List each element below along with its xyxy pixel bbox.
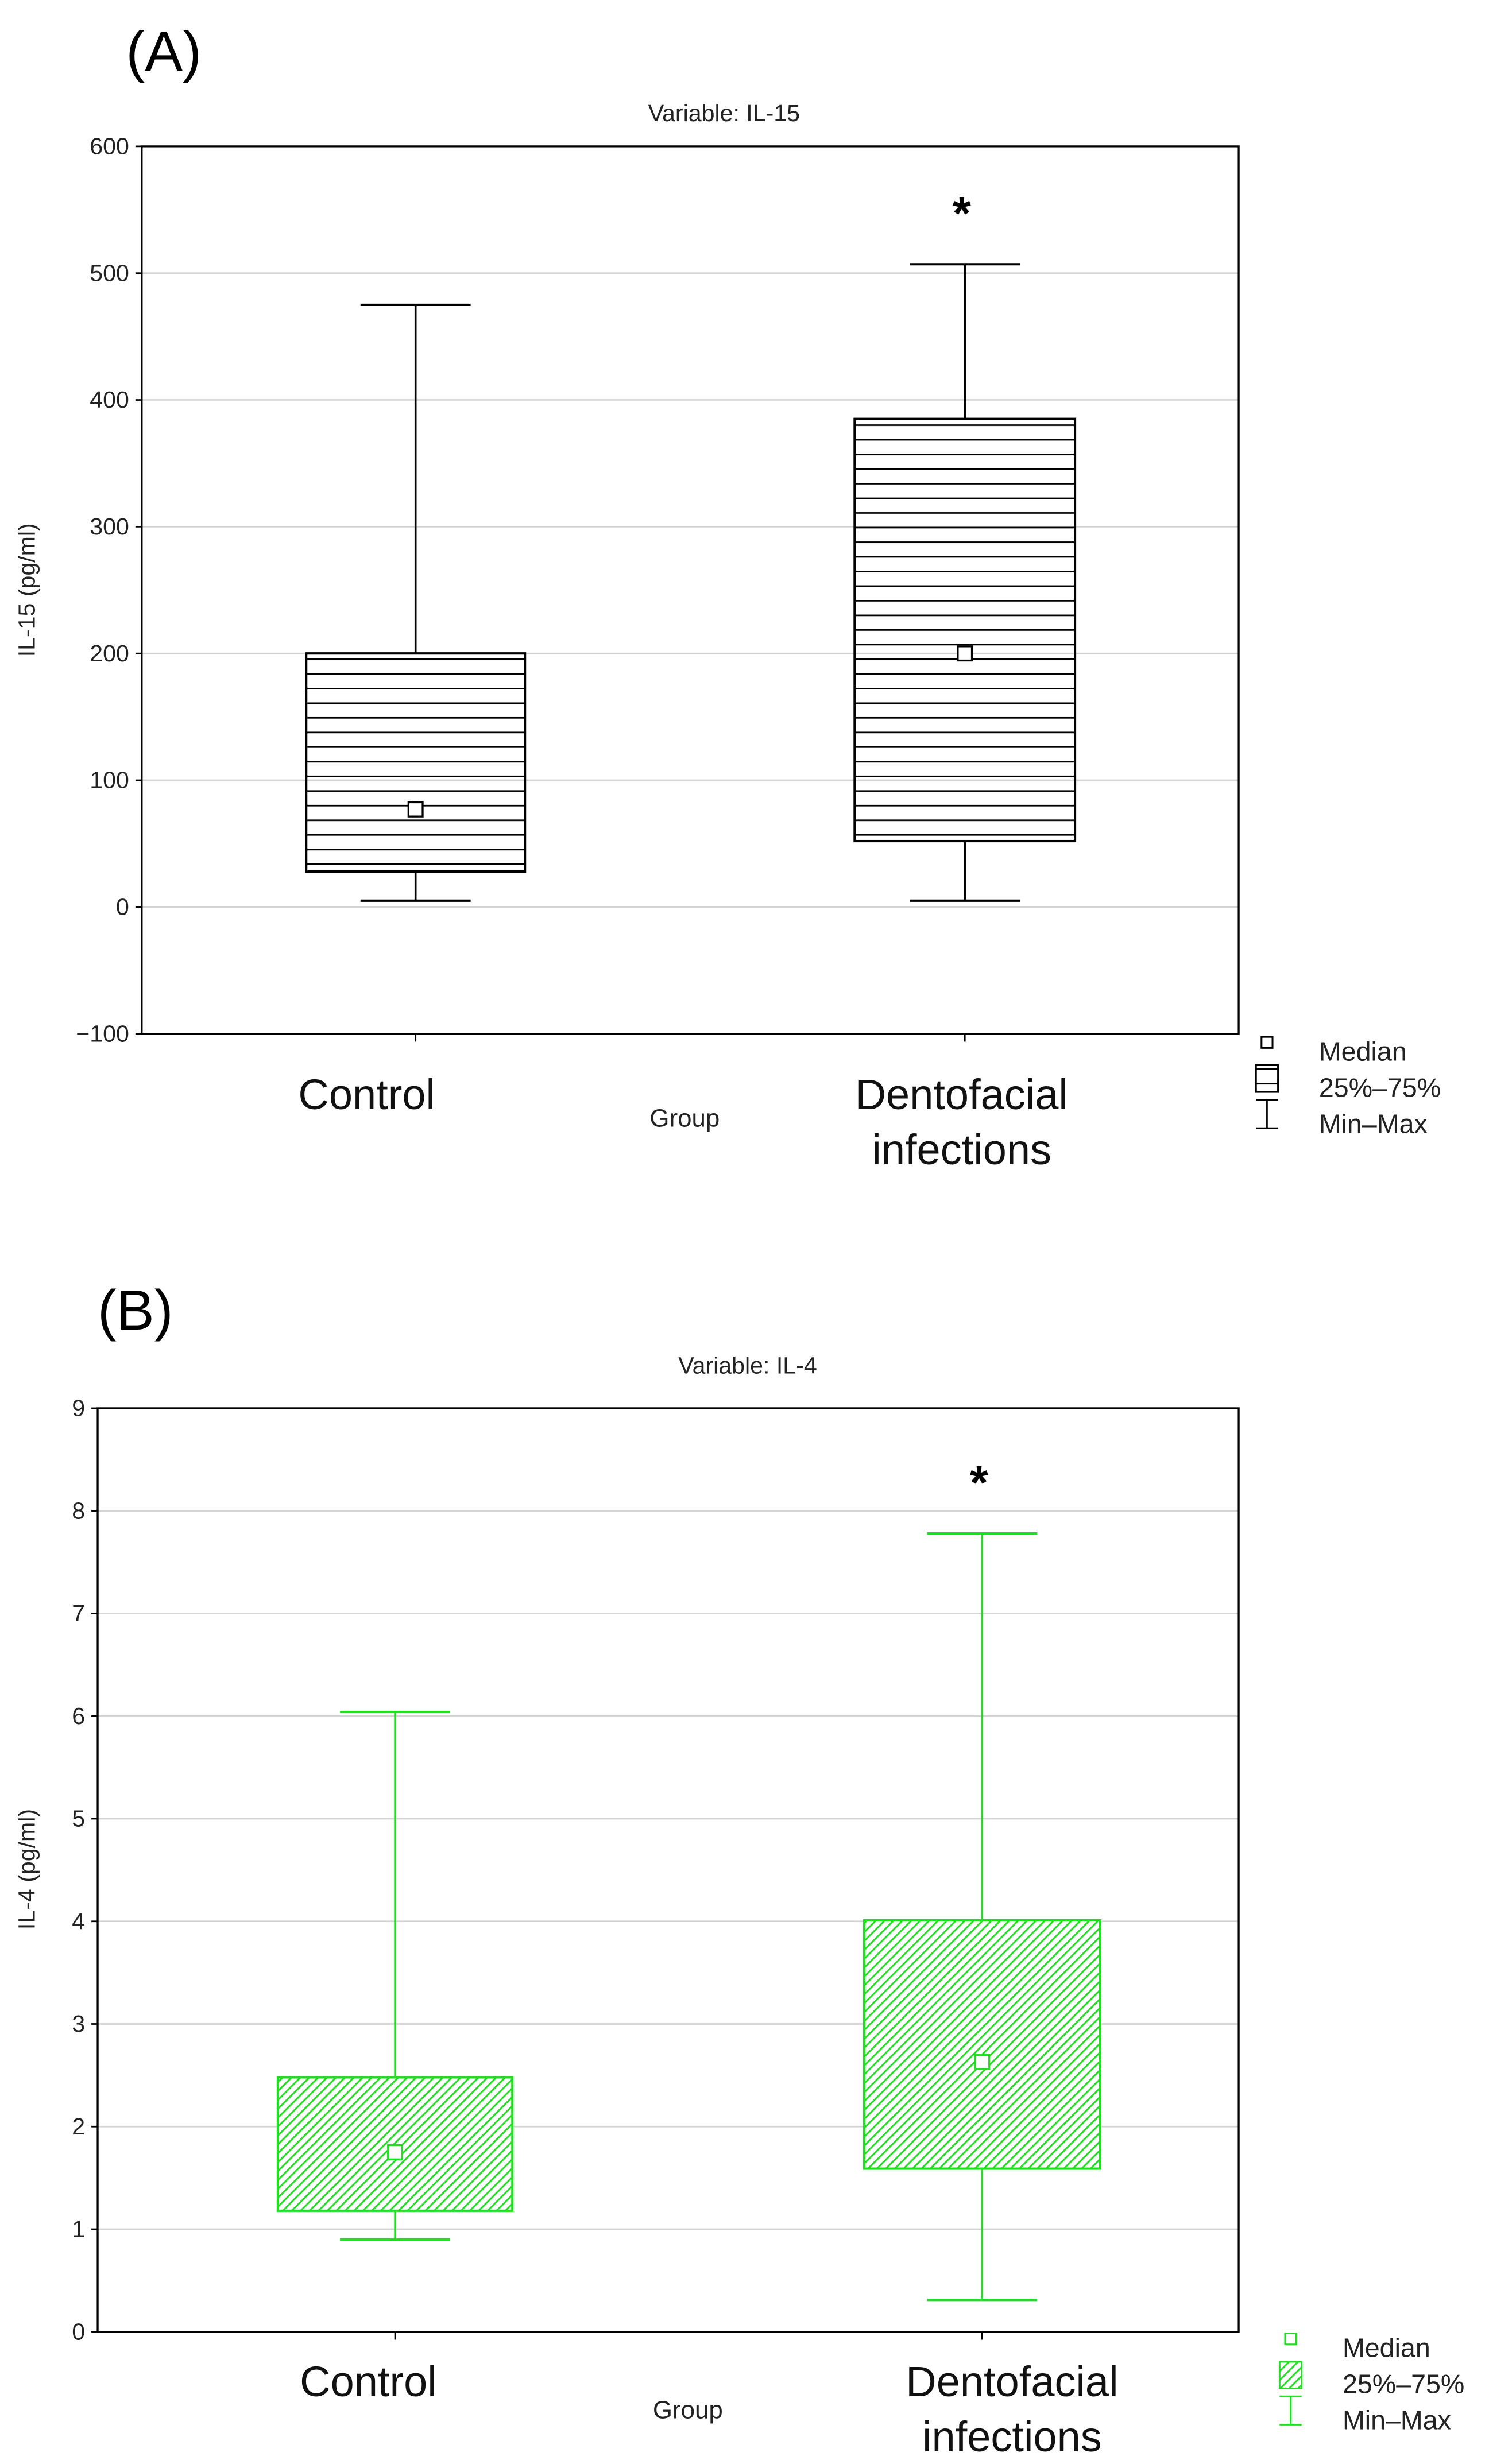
box-dentofacial-infections: * Dentofacial infections [863, 1457, 1119, 2461]
legend-label: 25%–75% [1343, 2369, 1464, 2399]
median-marker [387, 2144, 404, 2160]
plot-frame [141, 145, 1240, 1035]
y-tick-label: 4 [72, 1908, 85, 1934]
panel-label: (B) [98, 1279, 173, 1342]
category-label: Dentofacial [906, 2358, 1118, 2405]
legend: Median 25%–75% Min–Max [1278, 2333, 1464, 2435]
y-tick-label: 0 [116, 894, 129, 920]
legend-box-icon [1255, 1064, 1279, 1093]
legend-label: Min–Max [1343, 2405, 1451, 2435]
y-tick-label: 2 [72, 2113, 85, 2140]
y-tick-label: −100 [76, 1020, 129, 1047]
category-label: infections [922, 2413, 1102, 2461]
y-tick-label: 600 [90, 133, 129, 160]
legend-label: Median [1319, 1036, 1407, 1066]
category-label: Control [300, 2358, 437, 2405]
y-axis-label: IL-15 (pg/ml) [13, 523, 40, 657]
y-tick-label: 3 [72, 2010, 85, 2037]
y-tick-label: 0 [72, 2318, 85, 2345]
iqr-box [276, 2076, 514, 2212]
legend-median-icon [1260, 1036, 1274, 1049]
legend-label: 25%–75% [1319, 1072, 1441, 1102]
y-tick-label: 100 [90, 767, 129, 793]
y-tick-label: 6 [72, 1703, 85, 1729]
category-label: infections [872, 1126, 1051, 1173]
median-marker [407, 801, 424, 818]
y-tick-label: 8 [72, 1497, 85, 1524]
x-axis-label: Group [649, 1104, 720, 1132]
y-tick-label: 200 [90, 640, 129, 667]
y-tick-label: 5 [72, 1806, 85, 1832]
y-tick-label: 400 [90, 386, 129, 413]
category-label: Dentofacial [856, 1071, 1068, 1118]
y-tick-label: 9 [72, 1395, 85, 1421]
category-label: Control [298, 1071, 435, 1118]
chart-title: Variable: IL-4 [678, 1353, 817, 1379]
chart-panel-b: (B) Variable: IL-4 0 1 2 3 4 5 6 7 8 9 IL-4 (pg/ml) G… [13, 1279, 1464, 2461]
significance-asterisk: * [970, 1457, 988, 1509]
chart-title: Variable: IL-15 [648, 100, 800, 126]
median-marker [974, 2054, 991, 2070]
legend-label: Min–Max [1319, 1109, 1428, 1138]
panel-label: (A) [126, 20, 202, 83]
chart-panel-a: (A) Variable: IL-15 −100 0 100 200 300 400 500 60… [13, 20, 1441, 1173]
box-control: Control [298, 303, 527, 1118]
median-marker [957, 645, 973, 662]
legend-median-icon [1284, 2333, 1297, 2346]
x-axis-label: Group [653, 2396, 723, 2424]
y-tick-label: 1 [72, 2216, 85, 2242]
y-tick-label: 500 [90, 259, 129, 286]
box-control: Control [276, 1711, 514, 2405]
box-dentofacial-infections: * Dentofacial infections [853, 188, 1077, 1173]
legend: Median 25%–75% Min–Max [1255, 1036, 1441, 1138]
iqr-box [863, 1919, 1101, 2170]
legend-box-icon [1278, 2361, 1303, 2389]
y-axis-label: IL-4 (pg/ml) [13, 1809, 40, 1930]
iqr-box [305, 652, 527, 873]
y-tick-label: 7 [72, 1600, 85, 1626]
significance-asterisk: * [953, 188, 971, 240]
legend-label: Median [1343, 2333, 1430, 2363]
y-tick-label: 300 [90, 513, 129, 540]
plot-frame [96, 1407, 1240, 2333]
iqr-box [853, 417, 1077, 843]
